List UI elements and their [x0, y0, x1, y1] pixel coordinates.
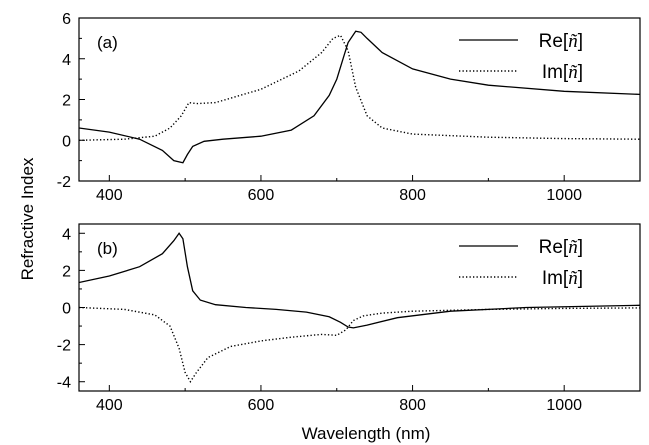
series-line-im — [79, 306, 640, 384]
legend-symbol: ñ — [568, 268, 578, 289]
y-tick-label: -2 — [57, 174, 71, 191]
y-tick-label: 2 — [62, 263, 71, 280]
series-line-re — [79, 30, 640, 164]
x-tick-label: 1000 — [546, 397, 582, 414]
legend-symbol: ñ — [568, 62, 578, 83]
legend-suffix: ] — [578, 268, 583, 289]
legend-prefix: Im[ — [542, 62, 569, 83]
legend-label-re: Re[ñ] — [539, 31, 583, 52]
legend-prefix: Im[ — [542, 268, 569, 289]
y-tick-label: 4 — [62, 226, 71, 243]
legend-prefix: Re[ — [539, 31, 569, 52]
legend-suffix: ] — [578, 237, 583, 258]
legend-suffix: ] — [578, 31, 583, 52]
legend-symbol: ñ — [568, 31, 578, 52]
x-tick-label: 400 — [96, 397, 123, 414]
series-line-re — [79, 232, 640, 329]
series-line-im — [79, 34, 640, 141]
x-tick-label: 400 — [96, 187, 123, 204]
y-tick-label: -4 — [57, 375, 71, 392]
y-tick-label: -2 — [57, 338, 71, 355]
y-axis-label: Refractive Index — [18, 157, 37, 280]
y-tick-label: 0 — [62, 133, 71, 150]
x-tick-label: 1000 — [546, 187, 582, 204]
legend-suffix: ] — [578, 62, 583, 83]
legend-label-re: Re[ñ] — [539, 237, 583, 258]
legend-label-im: Im[ñ] — [542, 268, 583, 289]
legend-label-im: Im[ñ] — [542, 62, 583, 83]
legend-prefix: Re[ — [539, 237, 569, 258]
y-tick-label: 6 — [62, 11, 71, 28]
x-tick-label: 800 — [399, 187, 426, 204]
legend-symbol: ñ — [568, 237, 578, 258]
x-tick-label: 600 — [248, 397, 275, 414]
x-tick-label: 600 — [248, 187, 275, 204]
panel-label: (a) — [97, 33, 118, 52]
y-tick-label: 2 — [62, 93, 71, 110]
x-axis-label: Wavelength (nm) — [302, 424, 431, 443]
y-tick-label: 4 — [62, 52, 71, 69]
panel-label: (b) — [97, 239, 118, 258]
x-tick-label: 800 — [399, 397, 426, 414]
y-tick-label: 0 — [62, 301, 71, 318]
